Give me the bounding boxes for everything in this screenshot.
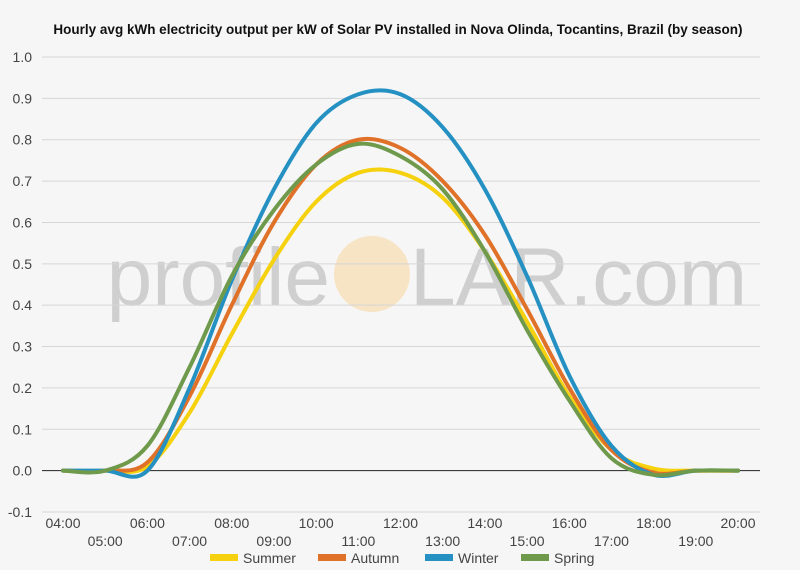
legend-label-summer: Summer [243,550,296,566]
y-tick-label: 0.1 [13,421,33,437]
legend-swatch-winter [425,554,453,561]
y-tick-label: 0.6 [13,214,33,230]
series-lines [61,88,740,479]
chart-title: Hourly avg kWh electricity output per kW… [53,22,742,37]
y-tick-label: 0.7 [13,173,33,189]
y-tick-label: 0.5 [13,256,33,272]
x-tick-label: 13:00 [425,533,460,549]
y-tick-label: 0.2 [13,380,33,396]
legend-label-winter: Winter [458,550,499,566]
watermark-sun-icon [334,236,410,312]
x-tick-label: 10:00 [299,515,334,531]
x-tick-label: 16:00 [552,515,587,531]
y-tick-label: 0.8 [13,132,33,148]
x-axis-ticks: 04:00 05:00 06:00 07:00 08:00 09:00 10:00 11:00… [45,515,755,549]
y-tick-label: -0.1 [8,504,32,520]
series-line-autumn [61,136,740,476]
y-tick-label: 0.9 [13,90,33,106]
y-tick-label: 0.4 [13,297,33,313]
watermark-right: LAR.com [410,232,747,323]
x-tick-label: 11:00 [341,533,375,549]
x-tick-label: 09:00 [256,533,291,549]
legend: Summer Autumn Winter Spring [210,550,594,566]
legend-swatch-summer [210,554,238,561]
y-tick-label: 0.0 [13,463,33,479]
x-tick-label: 08:00 [214,515,249,531]
legend-swatch-spring [521,554,549,561]
series-line-spring [61,141,740,478]
series-line-winter [61,88,740,479]
legend-swatch-autumn [318,554,346,561]
legend-label-autumn: Autumn [351,550,399,566]
x-tick-label: 17:00 [594,533,629,549]
x-tick-label: 05:00 [88,533,123,549]
x-tick-label: 20:00 [720,515,755,531]
x-tick-label: 18:00 [636,515,671,531]
y-tick-label: 0.3 [13,339,33,355]
x-tick-label: 19:00 [678,533,713,549]
y-tick-label: 1.0 [13,49,33,65]
x-tick-label: 07:00 [172,533,207,549]
x-tick-label: 04:00 [45,515,80,531]
x-tick-label: 06:00 [130,515,165,531]
legend-label-spring: Spring [554,550,594,566]
x-tick-label: 12:00 [383,515,418,531]
watermark: profile LAR.com [107,232,748,323]
y-axis-ticks: 1.0 0.9 0.8 0.7 0.6 0.5 0.4 0.3 0.2 0.1 0.0 -0.1 [8,49,32,520]
x-tick-label: 15:00 [510,533,545,549]
x-tick-label: 14:00 [467,515,502,531]
